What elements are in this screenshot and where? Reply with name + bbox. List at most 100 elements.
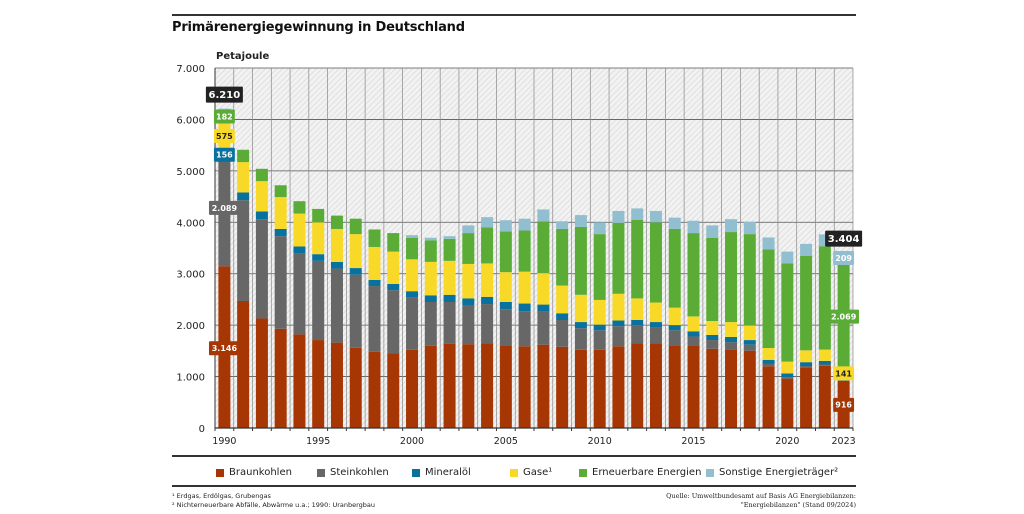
y-axis-unit-label: Petajoule	[216, 51, 270, 62]
bar-stack-1996	[330, 215, 343, 428]
x-tick-label: 2010	[588, 436, 612, 447]
bar-segment-steinkohlen-1998	[368, 286, 381, 352]
bar-segment-mineralöl-2012	[631, 320, 644, 326]
bar-stack-2009	[574, 215, 587, 428]
bar-segment-steinkohlen-2014	[668, 330, 681, 346]
bar-segment-gase-2011	[612, 293, 625, 321]
bar-segment-mineralöl-1993	[274, 228, 287, 237]
bar-segment-erneuerbareenergien-2019	[762, 249, 775, 349]
legend-item: Mineralöl	[412, 467, 471, 478]
bar-segment-braunkohlen-1997	[349, 347, 362, 428]
bar-segment-steinkohlen-2021	[800, 366, 813, 368]
bar-segment-gase-2002	[443, 260, 456, 295]
bar-segment-erneuerbareenergien-2010	[593, 234, 606, 300]
bar-stack-2015	[687, 220, 700, 428]
bar-segment-mineralöl-2022	[818, 360, 831, 365]
bar-segment-sonstigeenergieträger-2009	[574, 215, 587, 227]
bar-segment-braunkohlen-2012	[631, 343, 644, 428]
bar-segment-sonstigeenergieträger-2021	[800, 243, 813, 256]
bar-segment-braunkohlen-2001	[424, 345, 437, 428]
y-tick-label: 5.000	[176, 167, 205, 178]
bar-stack-2002	[443, 236, 456, 428]
footnote-1: ¹ Erdgas, Erdölgas, Grubengas	[172, 492, 271, 500]
data-label-box	[208, 200, 240, 215]
x-tick-label: 2000	[400, 436, 424, 447]
bar-segment-braunkohlen-2002	[443, 343, 456, 428]
footnote-2: ² Nichterneuerbare Abfälle, Abwärme u.a.…	[172, 501, 376, 509]
data-label-1990: 575	[213, 128, 235, 143]
bar-segment-erneuerbareenergien-1998	[368, 229, 381, 247]
data-label-box	[828, 309, 860, 324]
bar-segment-erneuerbareenergien-2007	[537, 221, 550, 274]
bar-stack-2006	[518, 218, 531, 428]
bar-stack-2003	[462, 225, 475, 428]
bar-stack-2016	[706, 225, 719, 428]
bar-segment-sonstigeenergieträger-2007	[537, 209, 550, 222]
data-label-1990: 156	[213, 147, 235, 162]
bar-segment-gase-2021	[800, 350, 813, 363]
bar-segment-mineralöl-2009	[574, 322, 587, 329]
bar-stack-2005	[499, 220, 512, 428]
y-tick-label: 4.000	[176, 218, 205, 229]
data-label-2023: 141	[833, 366, 855, 381]
bar-segment-erneuerbareenergien-1997	[349, 218, 362, 235]
bar-segment-mineralöl-1995	[312, 254, 325, 261]
bar-segment-braunkohlen-2003	[462, 344, 475, 428]
bar-stack-1998	[368, 229, 381, 428]
bar-segment-steinkohlen-2022	[818, 364, 831, 366]
bar-stack-1999	[387, 233, 400, 428]
bar-segment-braunkohlen-2005	[499, 345, 512, 428]
bar-segment-steinkohlen-2016	[706, 340, 719, 349]
y-tick-label: 1.000	[176, 373, 205, 384]
bar-segment-erneuerbareenergien-2001	[424, 240, 437, 262]
bar-segment-mineralöl-2013	[649, 322, 662, 328]
bar-segment-mineralöl-2006	[518, 303, 531, 312]
legend-item: Gase¹	[510, 467, 552, 478]
bar-segment-erneuerbareenergien-2022	[818, 246, 831, 350]
bar-segment-steinkohlen-1997	[349, 274, 362, 348]
bar-segment-gase-1996	[330, 228, 343, 262]
bar-segment-steinkohlen-2003	[462, 305, 475, 345]
bar-segment-mineralöl-1992	[255, 211, 268, 220]
bar-segment-mineralöl-2010	[593, 324, 606, 331]
bar-segment-sonstigeenergieträger-2017	[725, 219, 738, 233]
legend-swatch	[510, 468, 518, 477]
bar-stack-2004	[481, 217, 494, 428]
bar-segment-mineralöl-2004	[481, 296, 494, 305]
legend-label: Gase¹	[523, 467, 553, 478]
bar-segment-erneuerbareenergien-1993	[274, 185, 287, 198]
bar-stack-2021	[800, 243, 813, 428]
bar-segment-erneuerbareenergien-2016	[706, 237, 719, 322]
bar-segment-steinkohlen-2019	[762, 363, 775, 367]
bar-stack-1991	[237, 149, 250, 428]
bar-segment-sonstigeenergieträger-2016	[706, 225, 719, 238]
data-label-2023: 916	[833, 397, 855, 412]
bar-stack-2022	[818, 234, 831, 428]
data-label-1990: 3.146	[208, 341, 240, 356]
data-label-text: 3.146	[212, 344, 238, 353]
bar-segment-mineralöl-2019	[762, 359, 775, 364]
bar-segment-erneuerbareenergien-2005	[499, 231, 512, 273]
bar-segment-braunkohlen-1991	[237, 300, 250, 428]
data-label-box	[833, 366, 855, 381]
data-label-box	[825, 230, 863, 247]
bar-segment-mineralöl-2007	[537, 304, 550, 312]
y-tick-label: 3.000	[176, 270, 205, 281]
bar-segment-braunkohlen-2019	[762, 366, 775, 428]
data-label-text: 156	[216, 151, 233, 160]
bar-segment-sonstigeenergieträger-2022	[818, 234, 831, 247]
bar-stack-2001	[424, 237, 437, 428]
bar-segment-braunkohlen-1999	[387, 353, 400, 428]
bar-segment-steinkohlen-2006	[518, 311, 531, 347]
bar-segment-braunkohlen-2018	[743, 350, 756, 428]
bar-segment-sonstigeenergieträger-2015	[687, 220, 700, 234]
bar-segment-steinkohlen-2001	[424, 302, 437, 346]
bar-segment-sonstigeenergieträger-2019	[762, 237, 775, 250]
bar-segment-braunkohlen-2017	[725, 349, 738, 428]
y-tick-label: 6.000	[176, 115, 205, 126]
data-label-2023: 3.404	[825, 230, 863, 247]
bar-segment-erneuerbareenergien-2015	[687, 233, 700, 317]
bar-segment-steinkohlen-2009	[574, 328, 587, 350]
bar-segment-gase-2008	[556, 285, 569, 314]
bar-segment-braunkohlen-1994	[293, 334, 306, 428]
